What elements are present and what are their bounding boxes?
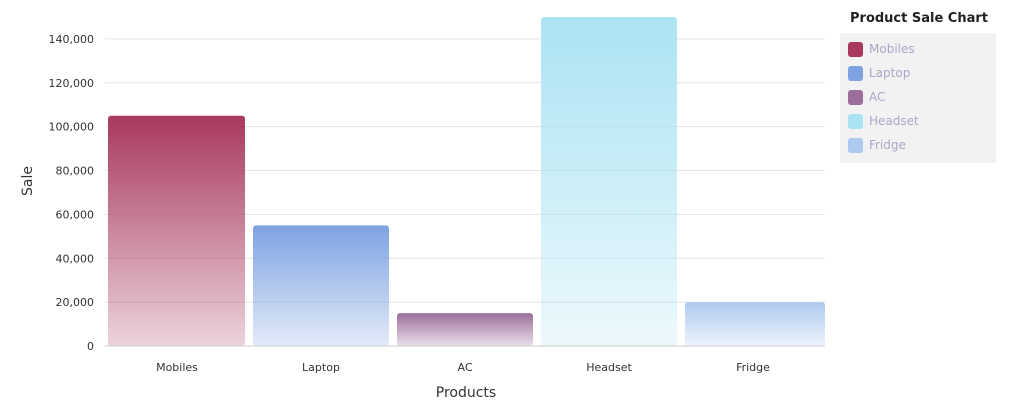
bar-headset[interactable] [541, 17, 677, 346]
legend-item-mobiles[interactable]: Mobiles [848, 37, 988, 61]
legend-label: AC [869, 90, 886, 104]
bar-mobiles[interactable] [108, 115, 245, 346]
legend-swatch [848, 137, 863, 153]
bar-laptop[interactable] [253, 225, 389, 346]
legend-items: Mobiles Laptop AC Headset Fridge [840, 33, 996, 163]
y-axis-title: Sale [20, 166, 36, 196]
x-tick-label: AC [457, 361, 472, 374]
y-tick-label: 80,000 [56, 165, 95, 178]
legend-label: Mobiles [869, 42, 915, 56]
legend-item-headset[interactable]: Headset [848, 109, 988, 133]
legend-label: Fridge [869, 138, 906, 152]
bars [108, 17, 825, 346]
legend-swatch [848, 65, 863, 81]
x-axis-title: Products [436, 385, 496, 401]
legend-item-laptop[interactable]: Laptop [848, 61, 988, 85]
x-tick-labels: Mobiles Laptop AC Headset Fridge [156, 361, 770, 374]
x-tick-label: Headset [586, 361, 632, 374]
y-tick-label: 120,000 [49, 77, 95, 90]
legend-label: Laptop [869, 66, 911, 80]
x-tick-label: Fridge [736, 361, 770, 374]
legend-item-ac[interactable]: AC [848, 85, 988, 109]
bar-fridge[interactable] [685, 302, 825, 346]
y-tick-label: 0 [87, 340, 94, 353]
bar-ac[interactable] [397, 313, 533, 346]
legend-swatch [848, 113, 863, 129]
y-tick-label: 60,000 [56, 208, 95, 221]
y-tick-label: 140,000 [49, 33, 95, 46]
y-tick-labels: 0 20,000 40,000 60,000 80,000 100,000 120,000 1… [49, 33, 95, 353]
bar-chart: 0 20,000 40,000 60,000 80,000 100,000 120,000 1… [20, 17, 825, 401]
x-tick-label: Laptop [302, 361, 340, 374]
legend-swatch [848, 41, 863, 57]
legend-item-fridge[interactable]: Fridge [848, 133, 988, 157]
y-tick-label: 20,000 [56, 296, 95, 309]
x-tick-label: Mobiles [156, 361, 198, 374]
legend-swatch [848, 89, 863, 105]
y-tick-label: 40,000 [56, 252, 95, 265]
legend-title: Product Sale Chart [850, 11, 989, 26]
legend-label: Headset [869, 114, 919, 128]
y-tick-label: 100,000 [49, 121, 95, 134]
legend: Product Sale Chart Mobiles Laptop AC Headse… [840, 10, 996, 163]
